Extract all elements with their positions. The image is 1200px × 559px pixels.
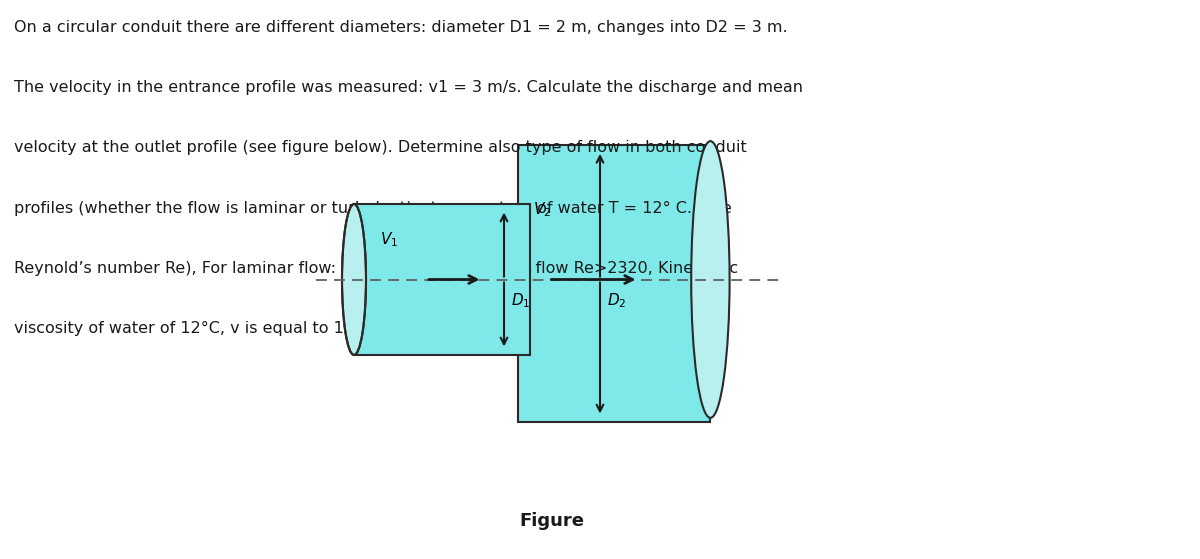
- Text: On a circular conduit there are different diameters: diameter D1 = 2 m, changes : On a circular conduit there are differen…: [14, 20, 788, 35]
- Text: $D_1$: $D_1$: [511, 292, 530, 310]
- Text: $V_1$: $V_1$: [380, 230, 398, 249]
- FancyBboxPatch shape: [354, 204, 530, 355]
- Ellipse shape: [691, 141, 730, 418]
- Text: viscosity of water of 12°C, v is equal to 1,24 10^-6 m2/s: viscosity of water of 12°C, v is equal t…: [14, 321, 469, 337]
- Text: velocity at the outlet profile (see figure below). Determine also type of flow i: velocity at the outlet profile (see figu…: [14, 140, 748, 155]
- Text: $V_2$: $V_2$: [533, 201, 551, 219]
- Text: Figure: Figure: [520, 512, 584, 530]
- FancyBboxPatch shape: [518, 145, 710, 422]
- Text: $D_2$: $D_2$: [607, 292, 626, 310]
- Text: Reynold’s number Re), For laminar flow: Re<2320, For turbulent flow Re>2320, Kin: Reynold’s number Re), For laminar flow: …: [14, 261, 738, 276]
- Text: The velocity in the entrance profile was measured: v1 = 3 m/s. Calculate the dis: The velocity in the entrance profile was…: [14, 80, 804, 95]
- Text: profiles (whether the flow is laminar or turbulent) – temperature of water T = 1: profiles (whether the flow is laminar or…: [14, 201, 732, 216]
- Ellipse shape: [342, 204, 366, 355]
